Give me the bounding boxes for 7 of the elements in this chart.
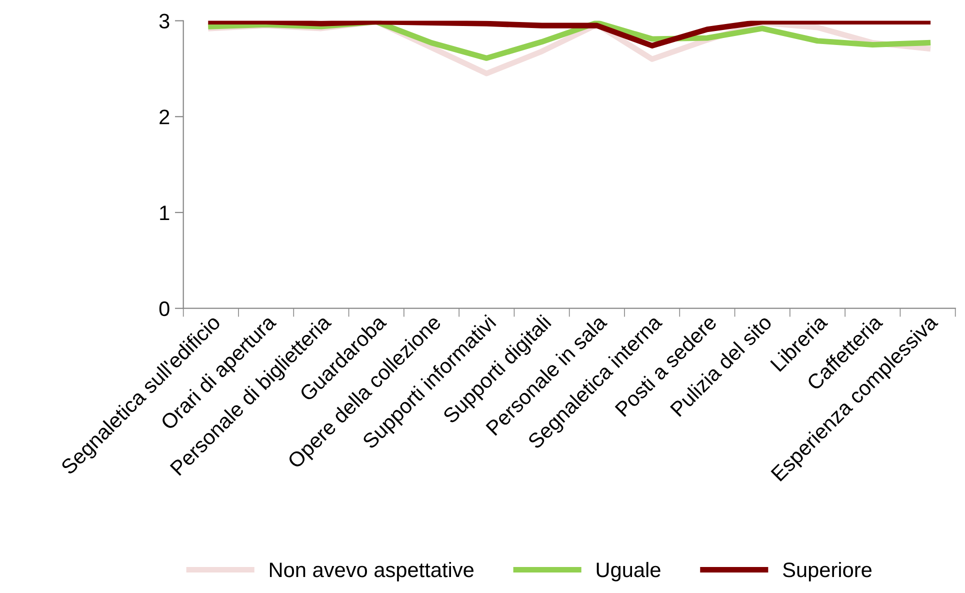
y-tick-label: 1	[160, 206, 170, 220]
y-tick-label: 2	[160, 110, 170, 124]
y-tick-label: 3	[159, 14, 170, 29]
y-tick-label: 0	[159, 301, 170, 316]
legend-label: Uguale	[596, 562, 660, 582]
legend-label: Superiore	[783, 562, 872, 582]
legend-label: Non avevo aspettative	[270, 562, 474, 582]
